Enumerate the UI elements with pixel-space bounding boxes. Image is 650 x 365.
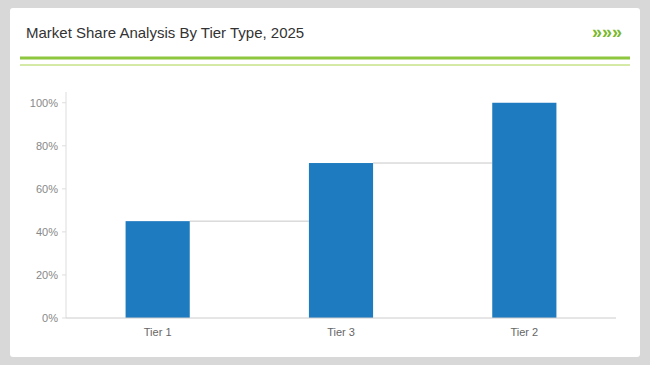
separator bbox=[20, 65, 630, 66]
y-tick-label: 20% bbox=[36, 269, 58, 281]
x-tick-label: Tier 3 bbox=[327, 326, 355, 338]
connector bbox=[373, 163, 492, 164]
y-tick bbox=[62, 188, 66, 189]
annotation: »»» bbox=[592, 22, 622, 42]
background bbox=[0, 0, 650, 365]
chart-container: Market Share Analysis By Tier Type, 2025… bbox=[0, 0, 650, 365]
x-axis: Tier 1 Tier 3 Tier 2 bbox=[144, 326, 538, 338]
y-tick bbox=[62, 231, 66, 232]
x-axis-line bbox=[66, 318, 616, 319]
y-tick-label: 60% bbox=[36, 183, 58, 195]
y-axis-line bbox=[66, 92, 67, 318]
x-tick-label: Tier 1 bbox=[144, 326, 172, 338]
bar bbox=[309, 163, 373, 318]
connector bbox=[190, 221, 309, 222]
chart-svg: Market Share Analysis By Tier Type, 2025… bbox=[0, 0, 650, 365]
y-tick-label: 0% bbox=[42, 312, 58, 324]
bar bbox=[492, 103, 556, 318]
y-tick bbox=[62, 274, 66, 275]
y-axis: 0% 20% 40% 60% 80% 100% bbox=[30, 97, 66, 324]
y-tick-label: 40% bbox=[36, 226, 58, 238]
title: Market Share Analysis By Tier Type, 2025 bbox=[26, 24, 304, 41]
y-tick bbox=[62, 145, 66, 146]
y-tick bbox=[62, 102, 66, 103]
bar bbox=[126, 221, 190, 318]
y-tick-label: 80% bbox=[36, 140, 58, 152]
separator bbox=[20, 57, 630, 60]
y-tick bbox=[62, 318, 66, 319]
y-tick-label: 100% bbox=[30, 97, 58, 109]
marks bbox=[126, 103, 557, 318]
x-tick-label: Tier 2 bbox=[510, 326, 538, 338]
card bbox=[10, 8, 640, 357]
